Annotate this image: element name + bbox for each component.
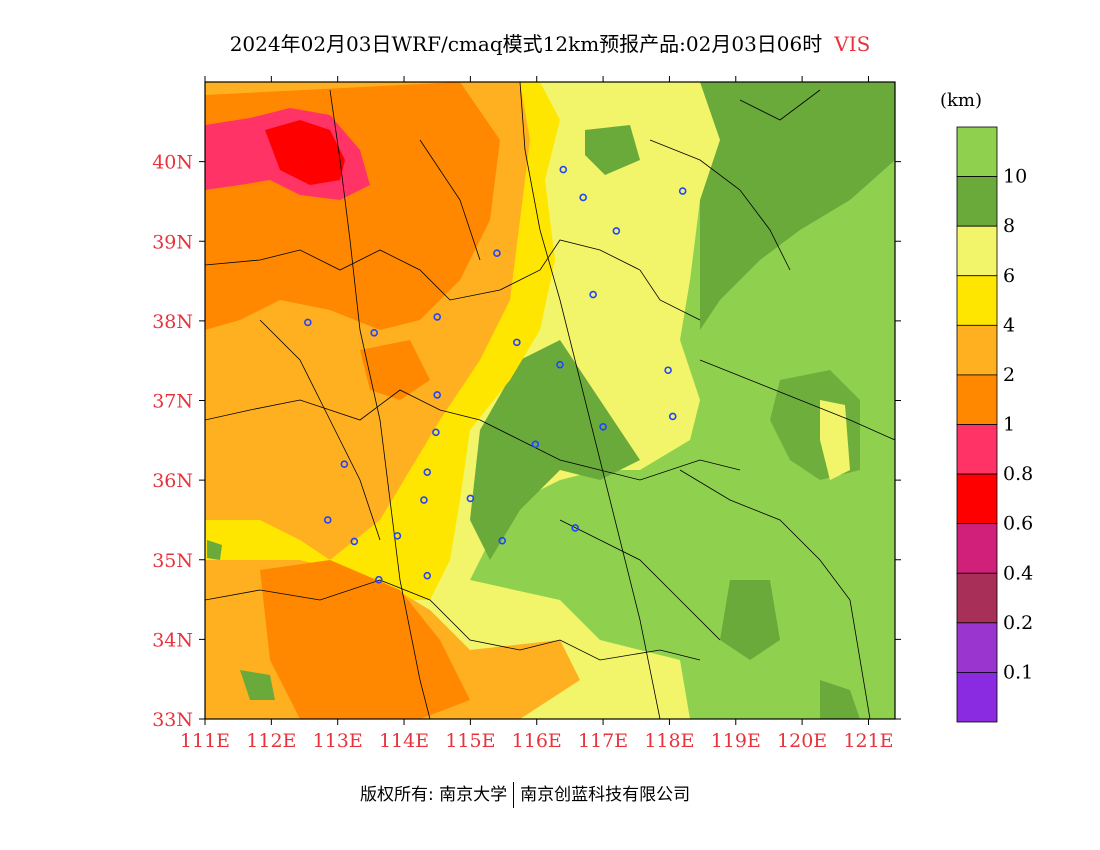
lon-label: 119E: [711, 730, 761, 752]
colorbar-swatch: [956, 126, 998, 177]
footer-separator: [513, 782, 515, 808]
colorbar-label: 0.8: [1003, 463, 1033, 485]
colorbar-unit: (km): [940, 90, 983, 111]
colorbar-label: 10: [1003, 166, 1027, 188]
longitude-axis: 111E 112E 113E 114E 115E 116E 117E 118E 119E 120E…: [180, 76, 894, 752]
lat-label: 34N: [152, 629, 193, 651]
colorbar-swatch: [956, 176, 998, 227]
station-marker: [420, 496, 428, 504]
visibility-field: [205, 82, 895, 719]
latitude-axis: 40N 39N 38N 37N 36N 35N 34N 33N: [152, 152, 901, 731]
lon-label: 114E: [379, 730, 429, 752]
colorbar-swatch: [956, 473, 998, 525]
station-marker: [423, 468, 432, 476]
station-marker: [493, 249, 501, 257]
colorbar-swatch: [956, 424, 998, 475]
colorbar-label: 4: [1003, 314, 1015, 336]
colorbar-swatch: [956, 572, 998, 624]
station-marker: [432, 428, 440, 437]
colorbar-label: 0.1: [1003, 661, 1033, 683]
lat-label: 37N: [152, 391, 193, 413]
lon-label: 115E: [445, 730, 495, 752]
colorbar-label: 8: [1003, 215, 1015, 237]
colorbar-label: 0.4: [1003, 562, 1033, 584]
station-marker: [589, 290, 597, 299]
station-marker: [556, 360, 564, 369]
colorbar-label: 2: [1003, 364, 1015, 386]
station-marker: [340, 460, 349, 469]
lon-label: 112E: [246, 730, 296, 752]
lon-label: 118E: [644, 730, 694, 752]
lon-label: 111E: [180, 730, 230, 752]
station-markers: [304, 165, 687, 584]
colorbar-swatch: [956, 374, 998, 425]
lat-label: 33N: [152, 709, 193, 731]
lat-label: 40N: [152, 152, 193, 174]
lat-label: 35N: [152, 550, 193, 572]
station-marker: [393, 532, 402, 540]
station-marker: [571, 524, 580, 532]
colorbar-swatch: [956, 225, 998, 277]
lat-label: 38N: [152, 311, 193, 333]
station-marker: [579, 193, 587, 202]
colorbar-swatch: [956, 622, 998, 673]
lat-label: 36N: [152, 470, 193, 492]
station-marker: [304, 318, 312, 327]
station-marker: [433, 391, 442, 399]
colorbar-swatch: [956, 523, 998, 574]
copyright-footer: 版权所有: 南京大学 南京创蓝科技有限公司: [360, 780, 690, 808]
colorbar-label: 1: [1003, 414, 1015, 436]
colorbar-swatch: [956, 275, 998, 326]
lon-label: 113E: [313, 730, 363, 752]
station-marker: [433, 313, 442, 321]
lon-label: 117E: [578, 730, 628, 752]
station-marker: [612, 227, 621, 235]
footer-left: 版权所有: 南京大学: [360, 785, 508, 805]
colorbar-label: 0.6: [1003, 513, 1033, 535]
footer-right: 南京创蓝科技有限公司: [520, 785, 691, 805]
map-title: 2024年02月03日WRF/cmaq模式12km预报产品:02月03日06时 V…: [0, 28, 1100, 57]
station-marker: [678, 187, 687, 195]
station-marker: [466, 494, 475, 503]
colorbar-label: 0.2: [1003, 612, 1033, 634]
station-marker: [323, 516, 332, 524]
lon-label: 121E: [843, 730, 893, 752]
colorbar-swatch: [956, 324, 998, 376]
station-marker: [599, 422, 607, 431]
station-marker: [375, 575, 383, 584]
station-marker: [370, 329, 378, 337]
station-marker: [350, 537, 359, 546]
station-marker: [559, 165, 568, 174]
station-marker: [664, 366, 672, 375]
title-variable: VIS: [834, 32, 871, 56]
station-marker: [531, 440, 540, 449]
lon-label: 120E: [777, 730, 827, 752]
colorbar-swatch: [956, 672, 998, 723]
station-marker: [423, 571, 432, 580]
station-marker: [498, 536, 507, 545]
station-marker: [668, 412, 677, 421]
lon-label: 116E: [512, 730, 562, 752]
province-boundaries: [205, 82, 895, 719]
title-main: 2024年02月03日WRF/cmaq模式12km预报产品:02月03日06时: [229, 32, 823, 56]
station-marker: [513, 338, 521, 347]
colorbar: 10 8 6 4 2 1 0.8 0.6 0.4 0.2 0.1: [956, 126, 1033, 723]
colorbar-label: 6: [1003, 265, 1015, 287]
lat-label: 39N: [152, 231, 193, 253]
